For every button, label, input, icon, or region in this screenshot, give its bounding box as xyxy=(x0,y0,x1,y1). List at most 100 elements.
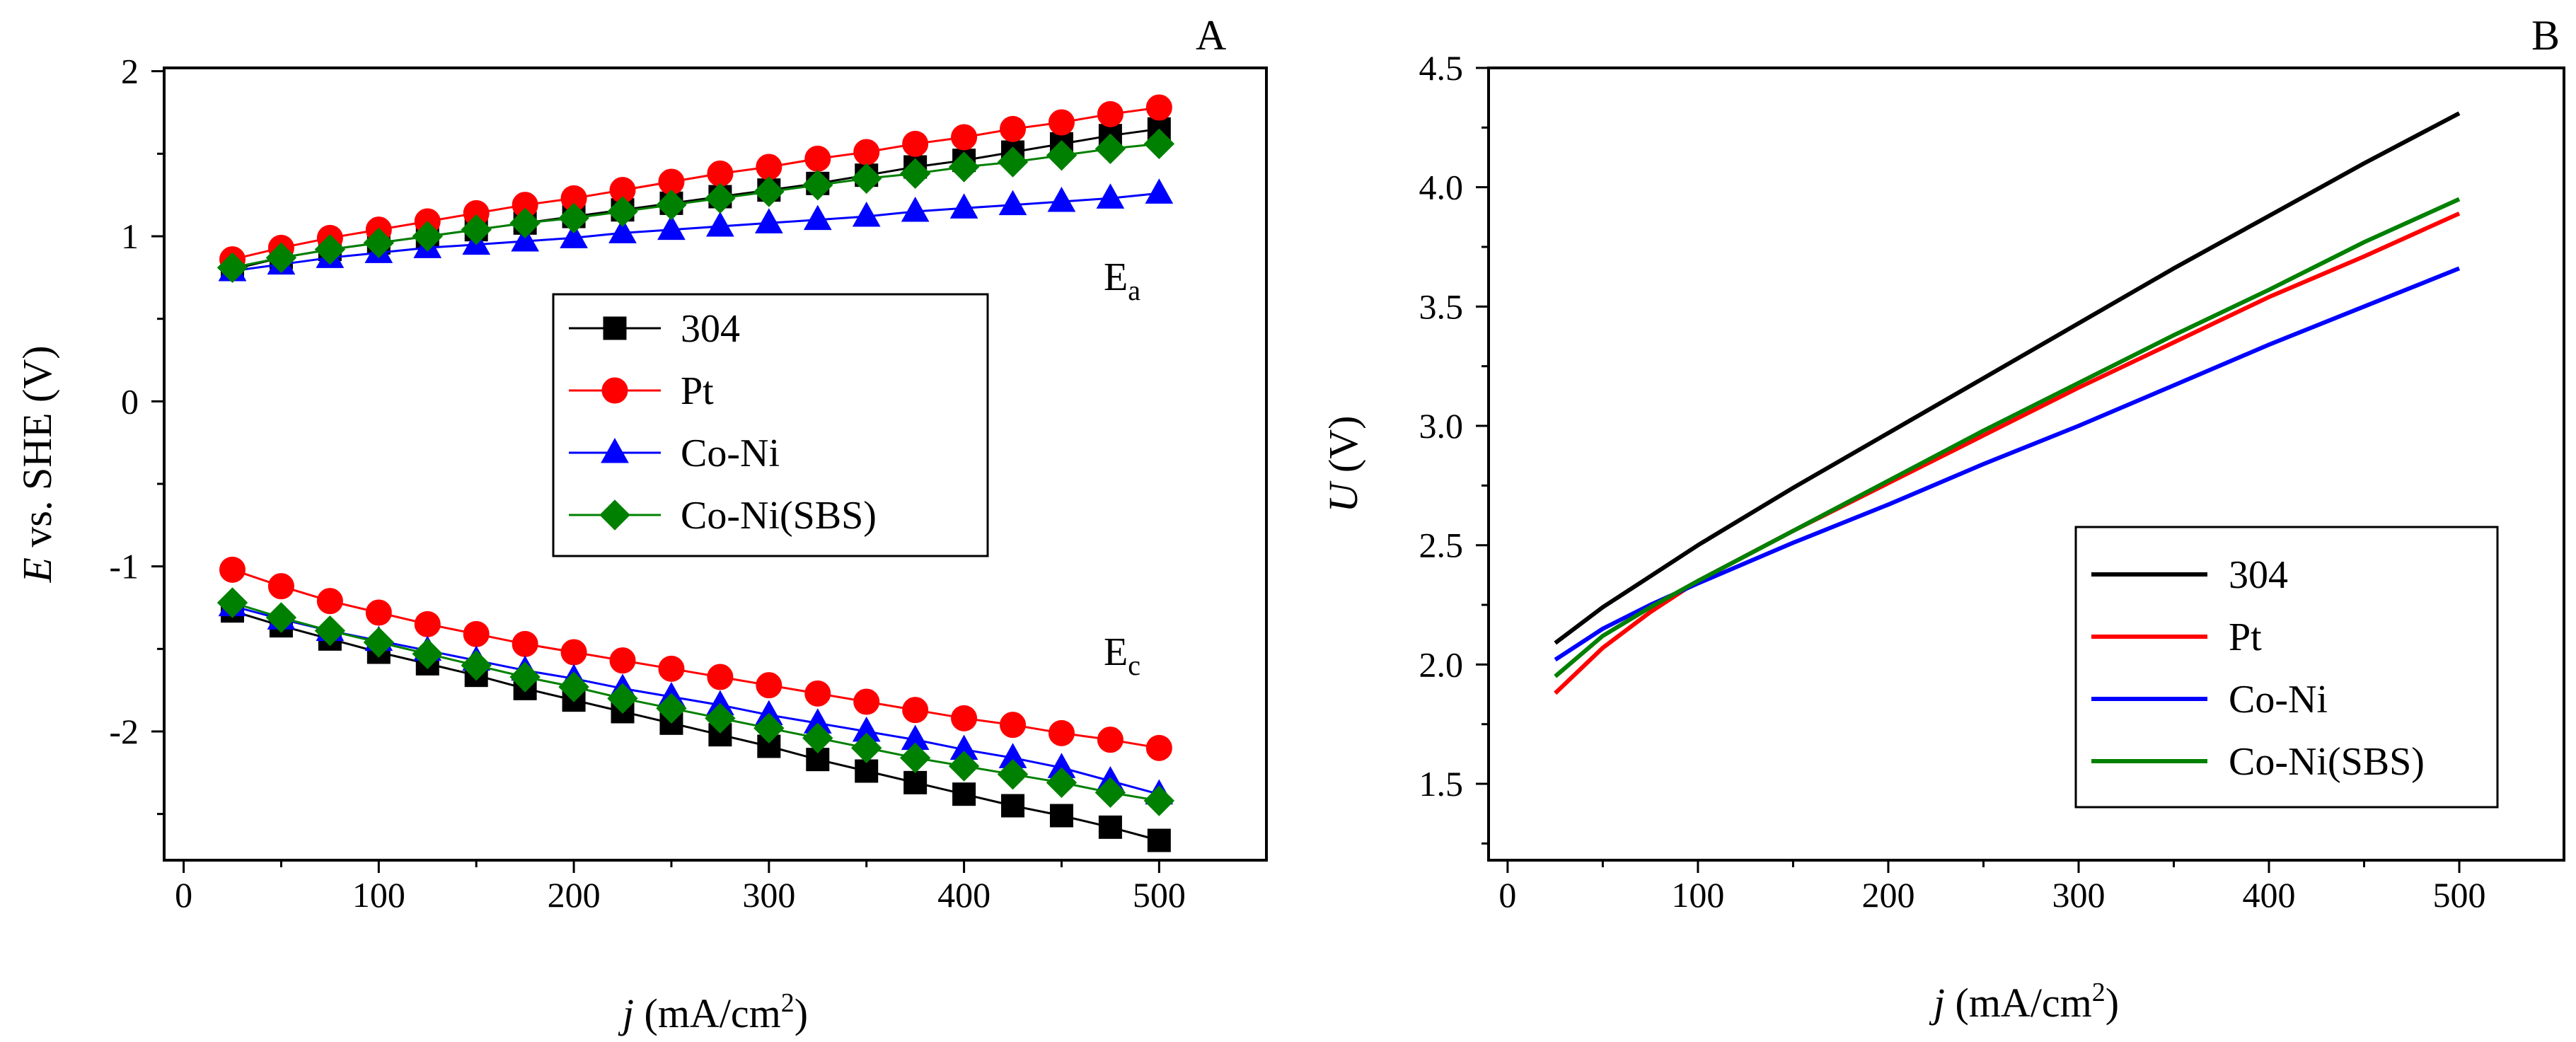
panel-b-y-tick-label: 3.5 xyxy=(1419,286,1464,326)
panel-a-y-axis-title: E vs. SHE (V) xyxy=(14,345,60,583)
panel-a-legend-marker-co-ni-sbs xyxy=(599,499,630,531)
panel-a-legend-label-co-ni: Co-Ni xyxy=(681,432,780,475)
panel-a-y-tick-label: 1 xyxy=(121,216,139,256)
panel-a-series-co-ni-anodic-point xyxy=(949,193,978,219)
panel-a-series-pt-cathodic-point xyxy=(267,573,294,600)
panel-b-x-ticks: 0 100 200 300 400 500 xyxy=(1498,860,2486,915)
panel-a: A 0 100 200 300 400 500 -2 -1 0 1 2 Ea Ec 304 Pt Co… xyxy=(14,12,1268,1036)
panel-a-series-co-ni-sbs-anodic-point xyxy=(705,183,736,214)
panel-b-y-axis-title: U (V) xyxy=(1320,416,1366,513)
panel-a-series-co-ni-sbs-cathodic-point xyxy=(412,638,443,670)
panel-a-series-co-ni-anodic-point xyxy=(1096,183,1125,209)
panel-a-series-co-ni-sbs-cathodic-point xyxy=(656,693,687,724)
panel-a-series-pt-cathodic-point xyxy=(365,599,392,626)
panel-a-series-co-ni-anodic-point xyxy=(560,223,588,248)
panel-a-series-304-cathodic-point xyxy=(1098,815,1122,839)
panel-b-y-tick-label: 4.0 xyxy=(1419,168,1464,207)
panel-a-series-co-ni-sbs-anodic-point xyxy=(509,207,541,239)
panel-a-legend-label-co-ni-sbs: Co-Ni(SBS) xyxy=(681,494,877,538)
panel-a-series-co-ni-sbs-anodic-point xyxy=(656,189,687,221)
panel-a-series-co-ni-sbs-anodic-point xyxy=(899,158,931,190)
panel-a-legend-label-304: 304 xyxy=(681,307,740,351)
panel-a-series-pt-cathodic-point xyxy=(1097,726,1124,753)
panel-a-series-pt-cathodic-point xyxy=(512,630,538,657)
panel-a-series-co-ni-sbs-anodic-point xyxy=(851,163,882,195)
panel-a-series-co-ni-sbs-anodic-point xyxy=(363,227,395,259)
panel-a-x-tick-label: 200 xyxy=(548,875,601,915)
panel-a-series-co-ni-sbs-cathodic-point xyxy=(265,602,297,633)
panel-a-series-co-ni-sbs-cathodic-point xyxy=(1094,777,1126,809)
panel-a-series-co-ni-anodic-point xyxy=(657,214,686,241)
panel-a-series-pt-anodic-point xyxy=(756,154,782,180)
panel-a-series-pt-cathodic-point xyxy=(804,680,831,707)
panel-a-series-pt-cathodic-point xyxy=(1000,712,1027,739)
panel-a-x-axis-title: j (mA/cm2) xyxy=(618,988,808,1036)
panel-b-x-tick-label: 300 xyxy=(2052,875,2105,915)
panel-b-legend-label-co-ni-sbs: Co-Ni(SBS) xyxy=(2229,740,2425,784)
panel-a-series-co-ni-sbs-cathodic-point xyxy=(1046,767,1078,799)
panel-a-series-co-ni-anodic-point xyxy=(998,190,1027,216)
panel-a-y-tick-label: -2 xyxy=(109,712,139,751)
panel-b-x-tick-label: 500 xyxy=(2433,875,2486,915)
panel-b-y-tick-label: 1.5 xyxy=(1419,764,1464,804)
panel-a-series-co-ni-anodic-point xyxy=(608,218,637,243)
panel-a-series-co-ni-sbs-cathodic-point xyxy=(851,732,882,764)
panel-a-series-co-ni-sbs-cathodic-point xyxy=(314,615,346,647)
panel-a-series-pt-cathodic-point xyxy=(463,620,490,647)
panel-a-y-tick-label: 0 xyxy=(121,381,139,421)
panel-a-series-pt-cathodic-point xyxy=(756,672,782,699)
panel-b-series-co-ni-line xyxy=(1554,266,2461,662)
panel-b-y-tick-label: 3.0 xyxy=(1419,406,1464,446)
panel-a-x-tick-label: 400 xyxy=(937,875,990,915)
panel-a-series-co-ni-sbs-cathodic-point xyxy=(363,627,395,658)
panel-a-series-pt-cathodic-point xyxy=(1048,719,1075,746)
panel-a-series-co-ni-anodic-point xyxy=(511,226,539,252)
panel-a-series-pt-cathodic-point xyxy=(658,655,685,682)
panel-a-series-co-ni-sbs-cathodic-point xyxy=(948,751,980,782)
panel-b-series-pt-line xyxy=(1554,212,2461,695)
panel-a-series-co-ni-sbs-cathodic-point xyxy=(997,758,1029,790)
panel-a-series-pt-anodic-point xyxy=(1097,100,1124,127)
panel-a-series-co-ni-sbs-anodic-point xyxy=(1094,133,1126,165)
panel-b-legend-label-pt: Pt xyxy=(2229,615,2262,659)
panel-a-series-co-ni-sbs-anodic-point xyxy=(948,151,980,183)
panel-a-series-co-ni-sbs-anodic-point xyxy=(802,169,833,201)
panel-a-series-304-cathodic-point xyxy=(855,759,879,783)
panel-a-series-co-ni-anodic-point xyxy=(1145,178,1174,204)
panel-a-y-ticks: -2 -1 0 1 2 xyxy=(109,52,164,816)
panel-b-legend-label-304: 304 xyxy=(2229,553,2288,597)
panel-a-series-304-cathodic-point xyxy=(1147,828,1171,852)
panel-a-y-tick-label: -1 xyxy=(109,547,139,586)
panel-b-y-tick-label: 4.5 xyxy=(1419,48,1464,88)
panel-a-series-co-ni-sbs-anodic-point xyxy=(412,221,443,252)
ea-annotation: Ea xyxy=(1104,255,1140,306)
panel-a-series-co-ni-sbs-anodic-point xyxy=(1143,128,1175,160)
panel-a-series-co-ni-sbs-anodic-point xyxy=(997,146,1029,178)
panel-a-x-tick-label: 0 xyxy=(175,875,192,915)
panel-a-series-co-ni-sbs-cathodic-point xyxy=(509,661,541,693)
panel-a-series-pt-anodic-point xyxy=(951,124,978,151)
panel-a-series-co-ni-anodic-point xyxy=(901,196,930,222)
panel-a-legend-marker-304 xyxy=(603,316,627,340)
panel-a-series-304-cathodic-point xyxy=(1001,794,1025,818)
panel-a-series-co-ni-anodic-point xyxy=(754,208,783,233)
panel-a-series-co-ni-sbs-anodic-point xyxy=(558,202,589,234)
panel-a-legend: 304 Pt Co-Ni Co-Ni(SBS) xyxy=(552,293,989,557)
panel-a-series-co-ni-sbs-cathodic-point xyxy=(558,671,589,702)
panel-b-y-tick-label: 2.0 xyxy=(1419,644,1464,684)
panel-a-series-co-ni-anodic-point xyxy=(1047,186,1076,212)
panel-a-x-tick-label: 100 xyxy=(352,875,405,915)
panel-a-letter: A xyxy=(1196,12,1226,59)
panel-a-series-co-ni-anodic-point xyxy=(852,201,881,227)
panel-b-letter: B xyxy=(2531,12,2560,59)
panel-a-x-ticks: 0 100 200 300 400 500 xyxy=(175,860,1186,915)
panel-b-x-tick-label: 200 xyxy=(1861,875,1914,915)
panel-a-series xyxy=(216,94,1175,852)
panel-a-legend-marker-pt xyxy=(601,377,628,404)
panel-b-x-tick-label: 0 xyxy=(1498,875,1516,915)
panel-a-series-pt-cathodic-point xyxy=(414,610,441,637)
panel-b-series xyxy=(1554,111,2461,695)
panel-a-series-co-ni-sbs-cathodic-point xyxy=(607,683,638,714)
panel-a-series-co-ni-sbs-anodic-point xyxy=(607,196,638,227)
